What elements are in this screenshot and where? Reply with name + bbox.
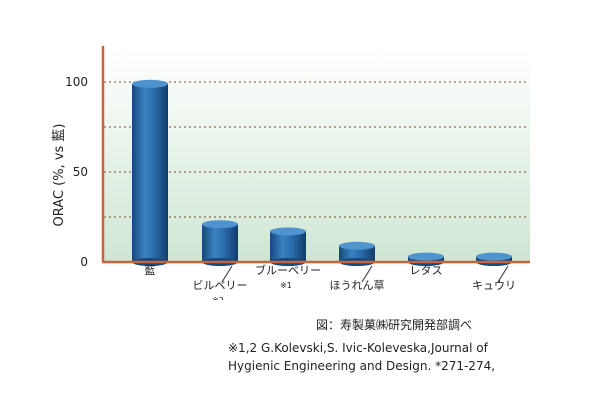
bar-cap (476, 252, 512, 261)
bar-body (270, 231, 306, 262)
category-label: ビルベリー (193, 279, 248, 292)
source-line-2: Hygienic Engineering and Design. *271-27… (228, 359, 496, 373)
bar-cap (132, 79, 168, 88)
bars (132, 79, 512, 266)
bar (132, 79, 168, 266)
y-tick-label: 0 (80, 255, 88, 269)
bar (476, 252, 512, 266)
y-tick-label: 50 (73, 165, 88, 179)
bar-body (132, 83, 168, 262)
plot-background (103, 48, 530, 261)
category-leader-line (221, 265, 233, 283)
bar-cap (270, 227, 306, 236)
category-label: 藍 (145, 264, 156, 277)
y-tick-label: 100 (65, 75, 88, 89)
source-line-1: ※1,2 G.Kolevski,S. Ivic-Koleveska,Journa… (228, 341, 488, 355)
category-leader-line (361, 265, 373, 283)
bar-cap (408, 252, 444, 261)
bar (202, 220, 238, 266)
bar-cap (339, 241, 375, 250)
category-note: ※2 (212, 296, 224, 300)
category-leader-line (497, 265, 509, 283)
bar-body (202, 224, 238, 262)
category-note: ※1 (280, 281, 292, 290)
bar-body (339, 245, 375, 262)
y-axis-label: ORAC (%, vs 藍) (52, 124, 67, 227)
bar-cap (202, 220, 238, 229)
bar (270, 227, 306, 266)
category-label: レタス (410, 264, 443, 277)
category-label: ブルーベリー (255, 263, 321, 277)
figure-caption: 図：寿製菓㈱研究開発部調べ (316, 318, 473, 332)
y-tick-labels: 100 50 0 (65, 75, 88, 269)
category-label: キュウリ (472, 279, 516, 292)
category-label: ほうれん草 (330, 279, 385, 292)
gridlines (104, 81, 528, 218)
